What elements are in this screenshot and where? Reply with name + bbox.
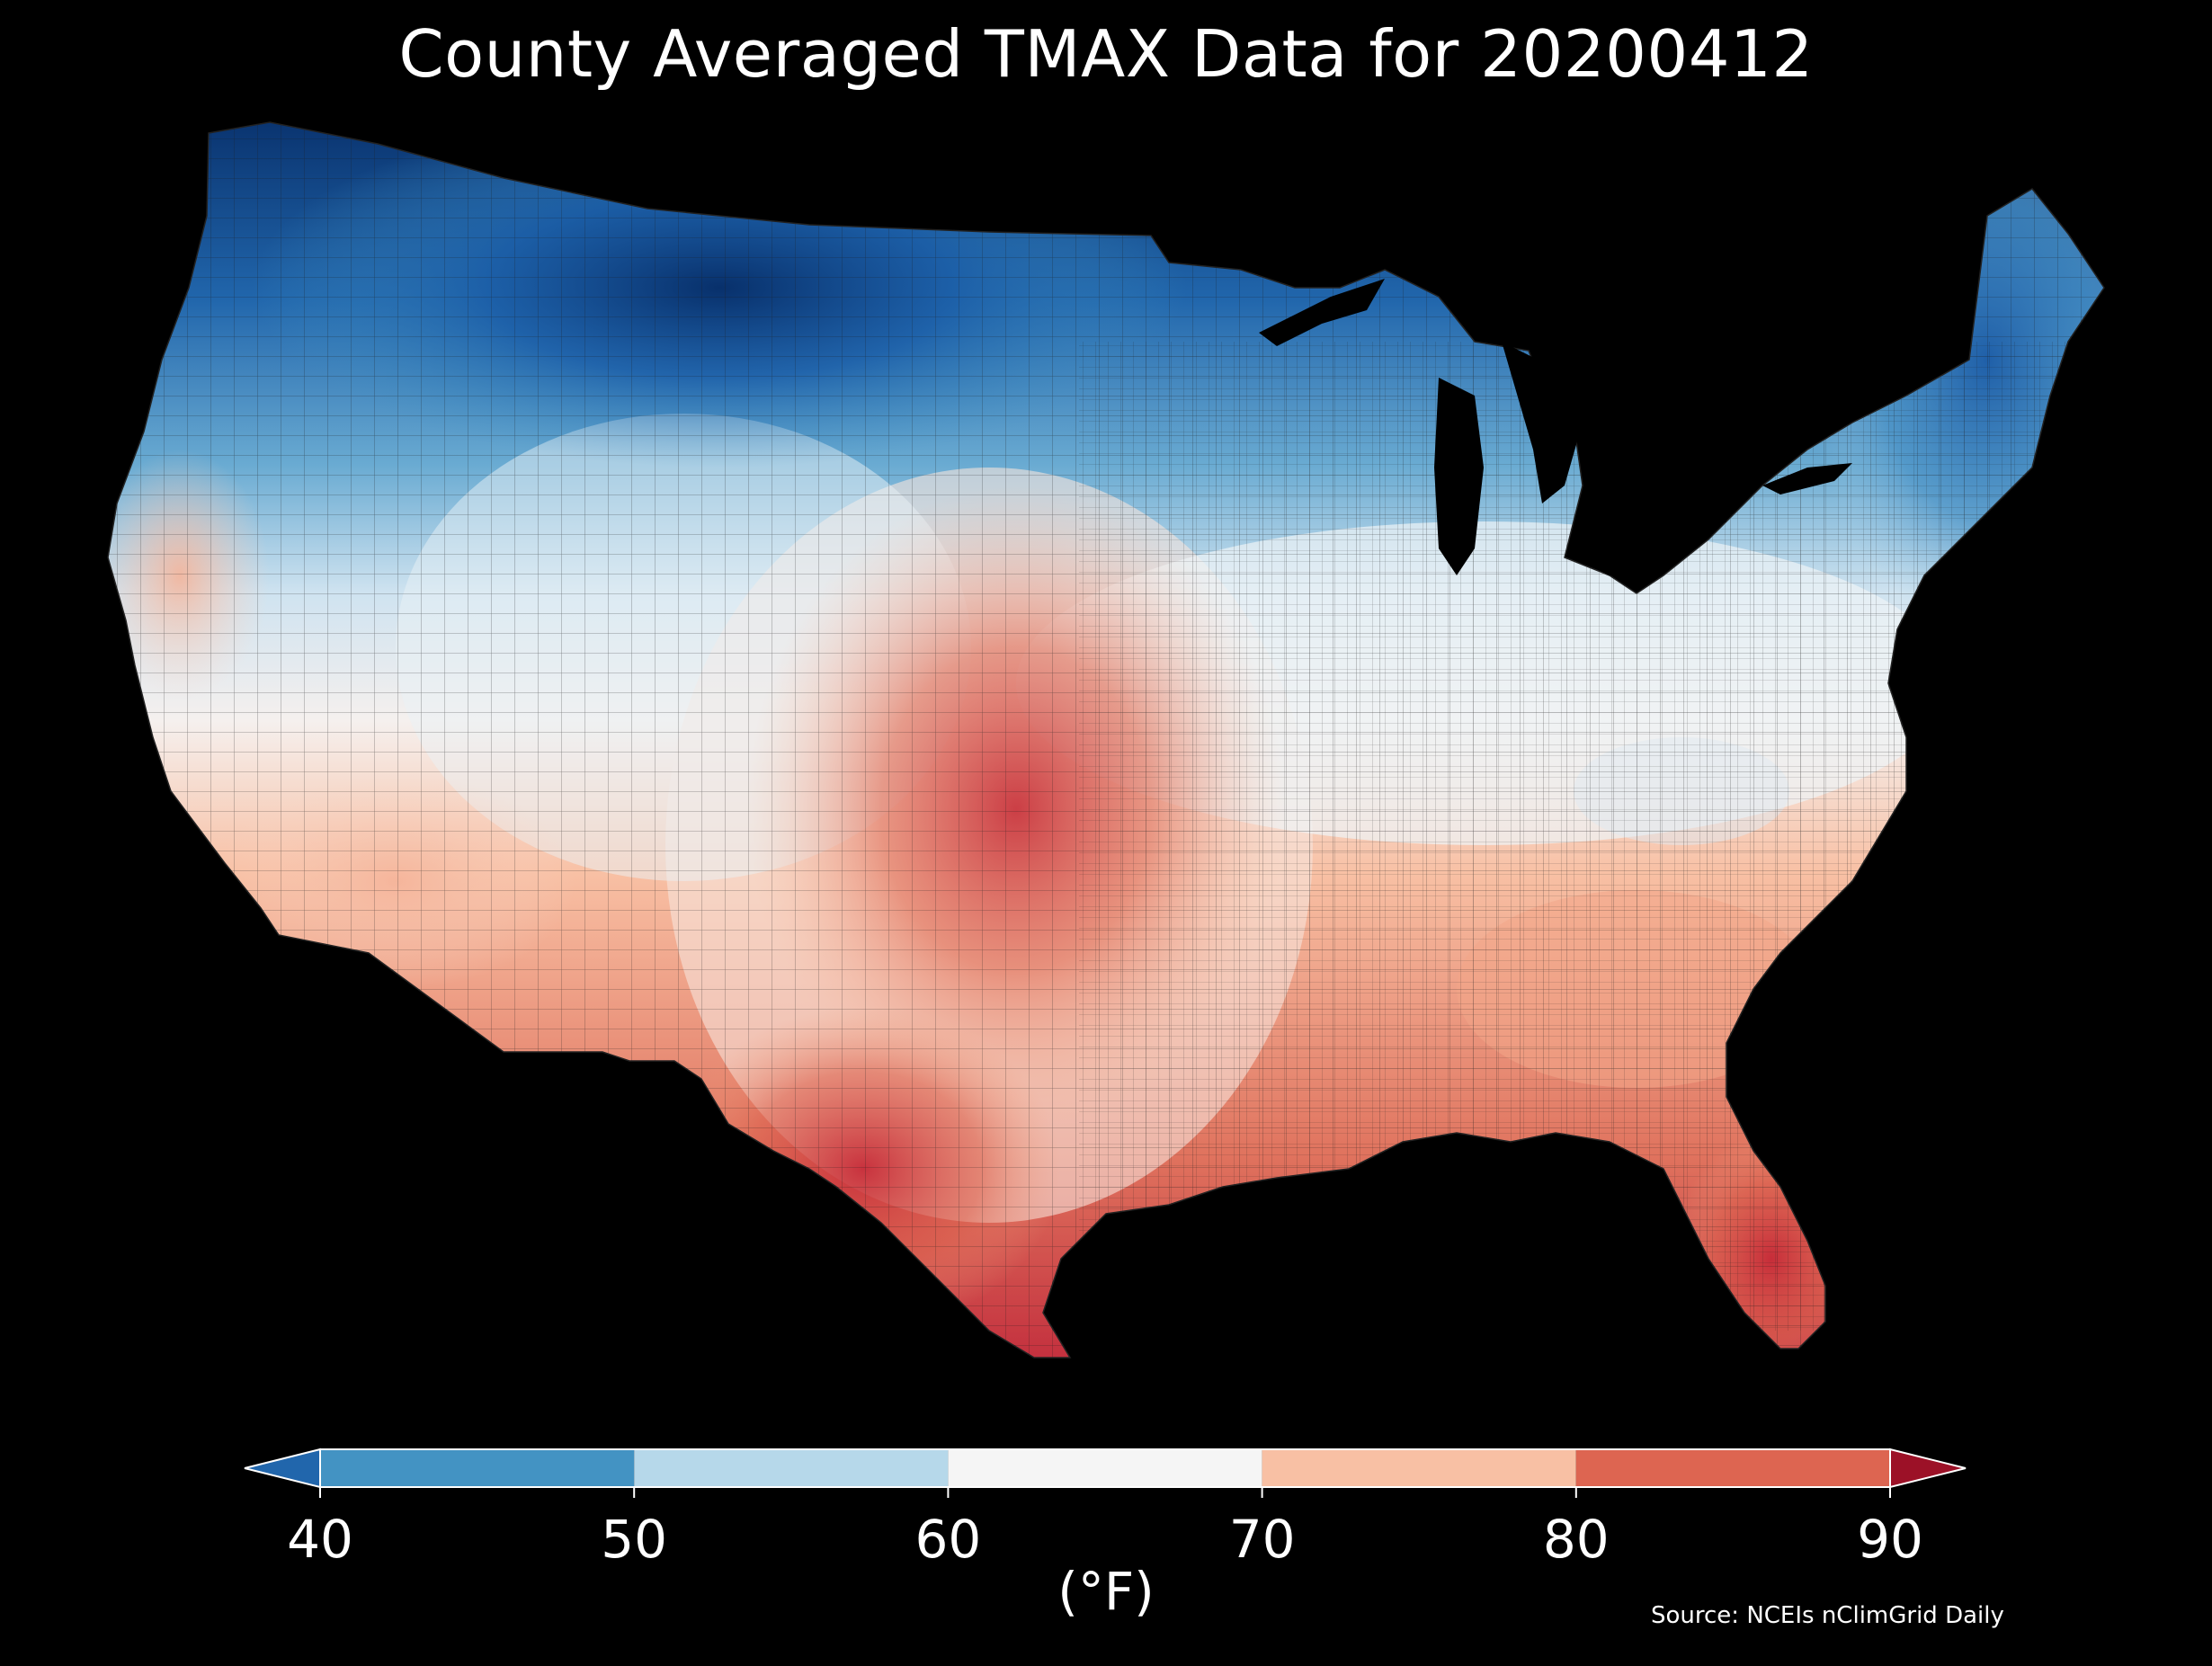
colorbar-tick-label: 70 [1229, 1509, 1296, 1570]
colorbar-unit-label: (°F) [1057, 1561, 1155, 1622]
colorbar-bin [1575, 1449, 1890, 1487]
colorbar-tick-label: 50 [601, 1509, 667, 1570]
great-lakes [1259, 279, 1852, 575]
colorbar-tick-label: 90 [1857, 1509, 1923, 1570]
colorbar-bins [244, 1448, 1967, 1489]
colorbar-tick-label: 40 [287, 1509, 353, 1570]
colorbar-frame [319, 1448, 1891, 1488]
source-credit: Source: NCEIs nClimGrid Daily [1651, 1602, 2004, 1629]
colorbar-bin [1262, 1449, 1576, 1487]
map-title: County Averaged TMAX Data for 20200412 [398, 16, 1814, 92]
colorbar-bin [948, 1449, 1262, 1487]
colorbar-bin [634, 1449, 949, 1487]
colorbar-bin [320, 1449, 635, 1487]
colorbar-extend-low [244, 1448, 321, 1489]
colorbar-ticks: 40 50 60 70 80 90 [287, 1487, 1923, 1570]
colorbar-tick-label: 80 [1543, 1509, 1610, 1570]
colorbar-tick-label: 60 [914, 1509, 981, 1570]
colorbar-extend-high [1889, 1448, 1967, 1489]
